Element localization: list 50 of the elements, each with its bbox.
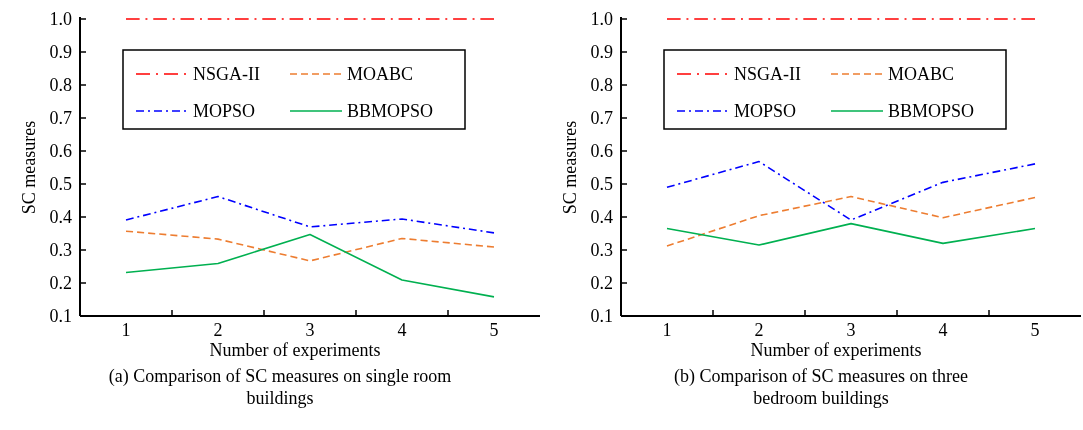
y-tick-label: 0.6: [49, 141, 72, 162]
x-tick-label: 2: [754, 320, 764, 340]
y-tick-label: 1.0: [590, 9, 613, 30]
x-tick-label: 3: [305, 320, 315, 340]
y-tick-label: 0.3: [590, 240, 613, 261]
x-tick-label: 4: [397, 320, 407, 340]
y-tick-label: 0.1: [49, 306, 72, 327]
legend-label: MOPSO: [193, 101, 256, 122]
x-tick-label: 3: [846, 320, 856, 340]
y-tick-label: 0.8: [49, 75, 72, 96]
x-tick-label: 5: [489, 320, 499, 340]
y-tick-label: 0.1: [590, 306, 613, 327]
y-tick-label: 0.2: [49, 273, 72, 294]
line-series: [666, 195, 1036, 247]
y-tick-label: 0.9: [49, 42, 72, 63]
x-tick-label: 4: [938, 320, 948, 340]
y-tick-label: 0.8: [590, 75, 613, 96]
x-tick-label: 2: [213, 320, 223, 340]
y-tick-label: 0.7: [590, 108, 613, 129]
y-tick-label: 0.2: [590, 273, 613, 294]
x-axis-title: Number of experiments: [209, 340, 381, 360]
line-series: [125, 230, 495, 262]
legend-label: MOABC: [888, 64, 955, 85]
x-tick-label: 1: [662, 320, 672, 340]
line-series: [125, 233, 495, 298]
y-tick-label: 0.4: [49, 207, 72, 228]
y-tick-label: 0.3: [49, 240, 72, 261]
y-tick-label: 0.5: [590, 174, 613, 195]
y-tick-label: 0.6: [590, 141, 613, 162]
legend-label: MOABC: [347, 64, 414, 85]
legend-label: BBMOPSO: [347, 101, 434, 122]
legend-label: BBMOPSO: [888, 101, 975, 122]
y-axis-title: SC measures: [19, 120, 39, 215]
line-series: [666, 160, 1036, 221]
legend-label: NSGA-II: [193, 64, 260, 85]
line-series: [125, 195, 495, 234]
y-tick-label: 1.0: [49, 9, 72, 30]
y-tick-label: 0.9: [590, 42, 613, 63]
y-tick-label: 0.7: [49, 108, 72, 129]
text: (b) Comparison of SC measures on three bedroom buildings: [674, 366, 968, 408]
x-axis-title: Number of experiments: [750, 340, 922, 360]
y-tick-label: 0.5: [49, 174, 72, 195]
text: (a) Comparison of SC measures on single room buildings: [108, 366, 452, 408]
x-tick-label: 1: [121, 320, 131, 340]
legend-label: NSGA-II: [734, 64, 801, 85]
legend-label: MOPSO: [734, 101, 797, 122]
y-tick-label: 0.4: [590, 207, 613, 228]
y-axis-title: SC measures: [560, 120, 580, 215]
line-series: [666, 222, 1036, 246]
x-tick-label: 5: [1030, 320, 1040, 340]
